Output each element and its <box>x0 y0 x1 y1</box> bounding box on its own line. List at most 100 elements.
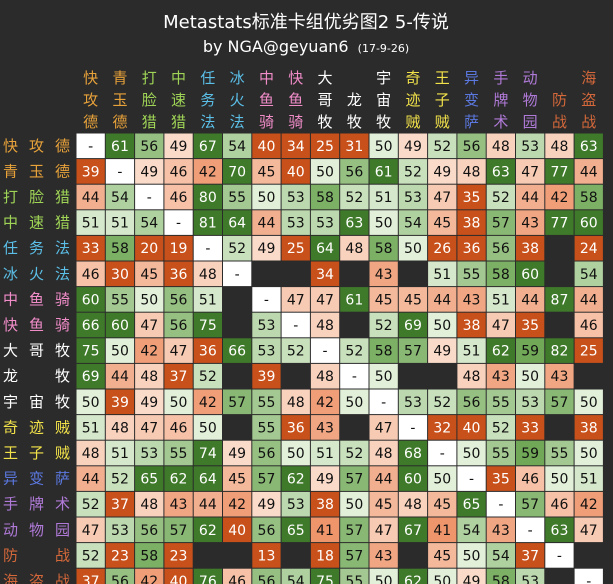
cell-value-label: 58 <box>316 190 334 206</box>
heatmap-cell <box>486 389 515 415</box>
cell-value-label: 75 <box>316 574 334 584</box>
heatmap-cell <box>574 517 603 543</box>
heatmap-cell <box>76 389 105 415</box>
heatmap-cell <box>223 235 252 261</box>
heatmap-cell <box>281 389 310 415</box>
cell-value-label: 56 <box>111 574 129 584</box>
heatmap-cell <box>545 389 574 415</box>
cell-value-label: 48 <box>316 318 334 334</box>
column-label: 龙牧 <box>347 91 362 131</box>
cell-value-label: 74 <box>199 446 217 462</box>
heatmap-cell <box>516 415 545 440</box>
cell-value-label: 45 <box>228 472 246 488</box>
heatmap-cell <box>135 159 164 184</box>
cell-value-label: 61 <box>111 139 129 155</box>
heatmap-cell <box>252 363 281 389</box>
cell-value-label: 23 <box>170 548 188 564</box>
cell-value-label: 62 <box>170 472 188 488</box>
cell-value-label: 53 <box>140 446 158 462</box>
cell-value-label: 60 <box>111 318 129 334</box>
heatmap-cell <box>193 184 222 210</box>
heatmap-cell <box>223 338 252 363</box>
heatmap-cell <box>105 543 135 568</box>
heatmap-cell <box>310 517 340 543</box>
heatmap-cell <box>398 389 428 415</box>
row-label: 中速猎 <box>3 214 70 232</box>
cell-value-label: 58 <box>111 241 129 257</box>
heatmap-cell <box>105 184 135 210</box>
heatmap-cell <box>369 338 398 363</box>
cell-value-label: 47 <box>287 292 305 308</box>
cell-value-label: 52 <box>199 369 217 385</box>
cell-value-label: 56 <box>258 574 276 584</box>
cell-value-label: 38 <box>521 241 539 257</box>
heatmap-cell <box>223 210 252 235</box>
cell-value-label: 47 <box>433 190 451 206</box>
cell-value-label: - <box>117 164 122 180</box>
column-label: 王子贼 <box>435 69 450 131</box>
cell-value-label: 45 <box>404 292 422 308</box>
cell-value-label: 44 <box>82 472 100 488</box>
heatmap-cell <box>76 415 105 440</box>
cell-value-label: 56 <box>492 241 510 257</box>
cell-value-label: 43 <box>492 523 510 539</box>
cell-value-label: 50 <box>433 472 451 488</box>
cell-value-label: 51 <box>492 292 510 308</box>
cell-value-label: 25 <box>287 241 305 257</box>
cell-value-label: 44 <box>433 292 451 308</box>
cell-value-label: 50 <box>404 241 422 257</box>
cell-value-label: 38 <box>463 318 481 334</box>
cell-value-label: 48 <box>82 446 100 462</box>
cell-value-label: 48 <box>375 446 393 462</box>
heatmap-cell <box>574 491 603 517</box>
column-label: 防战 <box>552 91 567 131</box>
cell-value-label: - <box>498 497 503 513</box>
cell-value-label: 77 <box>551 164 569 180</box>
heatmap-cell <box>76 210 105 235</box>
heatmap-cell <box>486 338 515 363</box>
heatmap-cell <box>369 287 398 312</box>
cell-value-label: 44 <box>521 190 539 206</box>
heatmap-cell <box>398 312 428 338</box>
cell-value-label: 42 <box>199 395 217 411</box>
cell-value-label: 44 <box>580 164 598 180</box>
heatmap-cell <box>135 440 164 466</box>
cell-value-label: 44 <box>258 216 276 232</box>
heatmap-cell <box>369 210 398 235</box>
cell-value-label: 56 <box>140 139 158 155</box>
cell-value-label: 49 <box>140 395 158 411</box>
heatmap-cell <box>310 440 340 466</box>
cell-value-label: 67 <box>404 523 422 539</box>
row-label: 快鱼骑 <box>3 316 70 334</box>
heatmap-cell <box>281 235 310 261</box>
row-label: 中鱼骑 <box>3 290 70 308</box>
cell-value-label: 49 <box>170 139 188 155</box>
heatmap-cell <box>398 466 428 491</box>
heatmap-cell <box>428 491 457 517</box>
cell-value-label: 46 <box>170 420 188 436</box>
heatmap-cell <box>252 338 281 363</box>
heatmap-cell <box>398 133 428 159</box>
heatmap-cell <box>310 184 340 210</box>
column-label: 快鱼骑 <box>288 69 303 131</box>
heatmap-cell <box>340 568 369 584</box>
cell-value-label: 56 <box>140 523 158 539</box>
cell-value-label: 56 <box>463 395 481 411</box>
cell-value-label: 53 <box>404 190 422 206</box>
heatmap-cell <box>135 261 164 287</box>
cell-value-label: 60 <box>82 292 100 308</box>
heatmap-cell <box>193 389 222 415</box>
cell-value-label: 44 <box>580 292 598 308</box>
heatmap-cell <box>340 517 369 543</box>
heatmap-cell <box>340 363 369 389</box>
cell-value-label: - <box>352 369 357 385</box>
row-label: 打脸猎 <box>3 188 70 206</box>
cell-value-label: 65 <box>287 523 305 539</box>
cell-value-label: 35 <box>521 318 539 334</box>
heatmap-cell <box>281 517 310 543</box>
cell-value-label: 58 <box>580 190 598 206</box>
heatmap-cell <box>545 133 574 159</box>
heatmap-cell <box>105 415 135 440</box>
heatmap-cell <box>310 210 340 235</box>
cell-value-label: 51 <box>433 267 451 283</box>
